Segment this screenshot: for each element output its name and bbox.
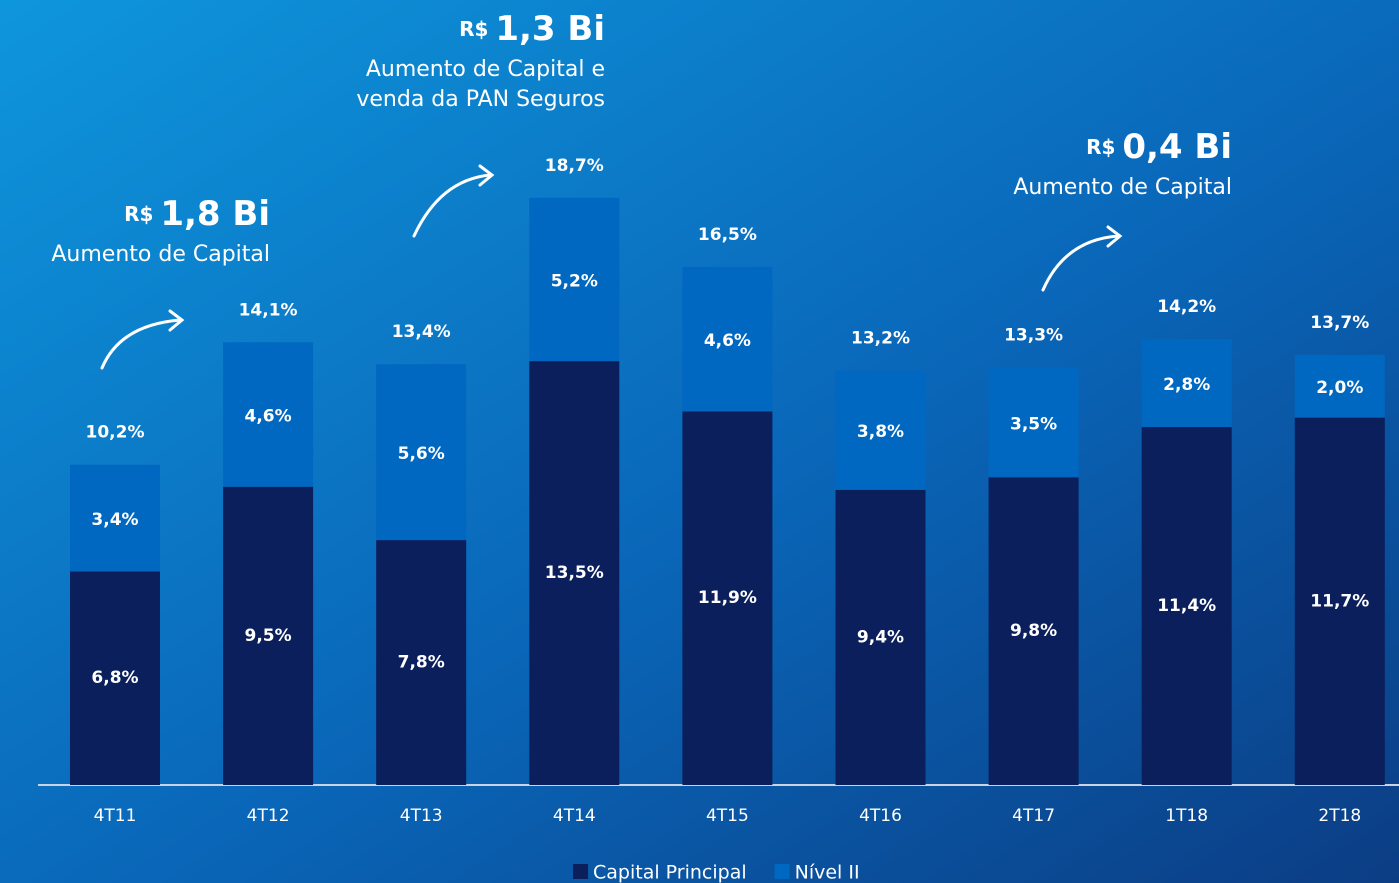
total-label: 13,2% <box>851 329 910 349</box>
total-label: 14,2% <box>1157 297 1216 317</box>
value-label: 7,8% <box>398 653 445 673</box>
total-label: 13,4% <box>392 322 451 342</box>
legend-label: Capital Principal <box>593 862 747 883</box>
x-tick-label: 4T16 <box>859 806 902 826</box>
value-label: 3,8% <box>857 422 904 442</box>
value-label: 4,6% <box>704 331 751 351</box>
bar-segment <box>682 411 773 785</box>
x-tick-label: 4T12 <box>247 806 290 826</box>
annotation-value: 1,8 Bi <box>160 194 270 234</box>
arrow <box>100 318 182 370</box>
x-tick-label: 4T17 <box>1012 806 1055 826</box>
bar-segment <box>70 464 160 572</box>
x-tick-label: 1T18 <box>1165 806 1208 826</box>
legend-label: Nível II <box>795 862 860 883</box>
annotation-prefix: R$ <box>459 17 488 41</box>
arrow-head <box>478 164 495 187</box>
bar-segment <box>223 486 314 785</box>
arrow <box>412 173 492 238</box>
value-label: 13,5% <box>545 563 604 583</box>
value-label: 9,4% <box>857 627 904 647</box>
total-label: 14,1% <box>239 300 298 320</box>
total-label: 13,3% <box>1004 325 1063 345</box>
x-tick-label: 4T14 <box>553 806 596 826</box>
arrows <box>100 164 1123 370</box>
total-label: 10,2% <box>86 423 145 443</box>
bar-segment <box>1294 354 1385 418</box>
x-tick-label: 4T11 <box>94 806 137 826</box>
bar-segment <box>376 540 467 785</box>
annotation-value: 0,4 Bi <box>1122 127 1232 167</box>
annotation-text: Aumento de Capital <box>51 242 270 267</box>
total-label: 18,7% <box>545 156 604 176</box>
annotation-space <box>1115 135 1122 159</box>
bar-segment <box>835 489 926 785</box>
value-label: 11,7% <box>1310 591 1369 611</box>
annotation-title: R$ 1,8 Bi <box>124 194 270 234</box>
bar-segment <box>988 367 1079 478</box>
x-tick-label: 2T18 <box>1318 806 1361 826</box>
total-label: 13,7% <box>1310 313 1369 333</box>
bar-segment <box>529 197 620 362</box>
annotation-title: R$ 0,4 Bi <box>1086 127 1232 167</box>
value-label: 11,9% <box>698 588 757 608</box>
annotation-space <box>153 202 160 226</box>
bar-segment <box>835 370 926 490</box>
total-label: 16,5% <box>698 225 757 245</box>
bar-segment <box>70 571 160 785</box>
value-label: 2,0% <box>1316 378 1363 398</box>
annotation-title: R$ 1,3 Bi <box>459 9 605 49</box>
bar-segment <box>376 364 467 541</box>
value-label: 4,6% <box>245 406 292 426</box>
value-label: 11,4% <box>1157 596 1216 616</box>
annotation-text: Aumento de Capital e <box>366 57 605 82</box>
annotation-text: Aumento de Capital <box>1013 175 1232 200</box>
annotation-value: 1,3 Bi <box>495 9 605 49</box>
annotation-space <box>488 17 495 41</box>
value-label: 9,8% <box>1010 621 1057 641</box>
value-label: 3,4% <box>91 510 138 530</box>
value-label: 2,8% <box>1163 375 1210 395</box>
annotation-prefix: R$ <box>124 202 153 226</box>
value-label: 3,5% <box>1010 414 1057 434</box>
arrow-head <box>1106 225 1123 248</box>
value-label: 9,5% <box>245 626 292 646</box>
bar-segment <box>1141 427 1232 785</box>
arrow-head <box>168 309 185 332</box>
legend-swatch <box>573 864 588 879</box>
annotation-prefix: R$ <box>1086 135 1115 159</box>
legend-swatch <box>774 864 790 879</box>
value-label: 6,8% <box>91 668 138 688</box>
bar-segment <box>223 342 314 487</box>
bar-segment <box>682 266 773 412</box>
annotation-text: venda da PAN Seguros <box>356 87 605 112</box>
arrow <box>1041 234 1120 292</box>
bar-segment <box>529 361 620 785</box>
value-label: 5,2% <box>551 271 598 291</box>
bar-segment <box>988 477 1079 785</box>
x-tick-label: 4T13 <box>400 806 443 826</box>
bar-segment <box>1294 417 1385 785</box>
x-tick-label: 4T15 <box>706 806 749 826</box>
bar-segment <box>1141 339 1232 428</box>
value-label: 5,6% <box>398 444 445 464</box>
